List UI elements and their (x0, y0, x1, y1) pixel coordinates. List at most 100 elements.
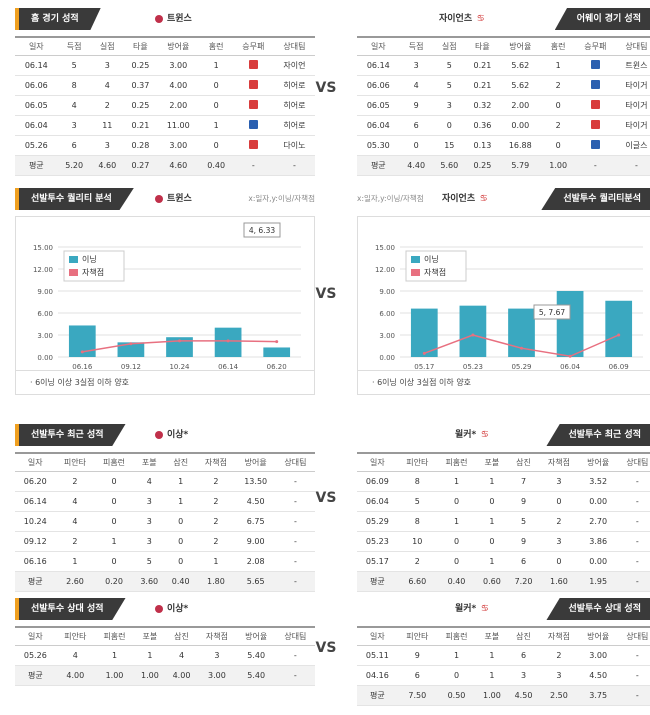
column-header: 상대팀 (615, 36, 650, 56)
table-cell: 0 (94, 491, 134, 512)
y-tick-label: 12.00 (375, 266, 395, 274)
point-earned-runs (226, 339, 230, 343)
table-row: 06.04 5 0 0 9 0 0.00- (357, 491, 650, 512)
quality-note-right: · 6이닝 이상 3실점 이하 양호 (357, 371, 650, 395)
table-cell: 3 (432, 95, 466, 116)
table-cell: 4 (165, 645, 198, 666)
table-cell: 평균 (15, 155, 58, 176)
average-row: 평균 6.60 0.40 0.60 7.20 1.60 1.95- (357, 571, 650, 592)
x-tick-label: 05.23 (463, 363, 483, 370)
table-cell: 0 (436, 531, 477, 552)
table-cell: 3.00 (197, 665, 237, 686)
table-cell: 1 (436, 471, 477, 492)
x-tick-label: 06.09 (609, 363, 629, 370)
table-cell: 1 (55, 551, 95, 572)
quality-note-left: · 6이닝 이상 3실점 이하 양호 (15, 371, 315, 395)
table-cell (574, 55, 616, 76)
x-tick-label: 06.20 (267, 363, 287, 370)
table-cell: 2.00 (156, 95, 200, 116)
table-cell: 9 (507, 491, 540, 512)
table-cell: 1.00 (476, 685, 508, 706)
table-cell: 평균 (15, 571, 56, 592)
y-tick-label: 12.00 (33, 266, 53, 274)
average-row: 평균 4.00 1.00 1.00 4.00 3.00 5.40- (15, 665, 315, 686)
away-record-table: 일자 득점 실점 타율 방어율 홈런 승무패 상대팀 06.14 3 5 0.21 5.62 1 트윈스 06… (357, 36, 650, 176)
column-header: 방어율 (236, 626, 276, 646)
column-header: 타율 (465, 36, 499, 56)
y-tick-label: 9.00 (379, 288, 395, 296)
point-earned-runs (80, 350, 84, 354)
table-cell: 1 (199, 55, 233, 76)
column-header: 피안타 (397, 452, 437, 472)
table-cell: 06.09 (357, 471, 398, 492)
table-cell: 1 (476, 551, 508, 572)
legend-label-innings: 이닝 (424, 254, 439, 264)
table-cell: 1.00 (94, 665, 135, 686)
table-cell: - (617, 471, 650, 492)
table-cell: - (275, 571, 315, 592)
table-cell: 05.30 (357, 135, 400, 156)
quality-team-right: 자이언츠 (442, 194, 476, 204)
table-row: 05.26 4 1 1 4 3 5.40- (15, 645, 315, 666)
table-cell: 06.05 (357, 95, 400, 116)
table-cell: 7.20 (507, 571, 540, 592)
point-earned-runs (471, 333, 475, 337)
table-cell: 1 (94, 531, 134, 552)
table-cell: 1 (436, 511, 477, 532)
loss-badge-icon (248, 79, 258, 89)
table-cell: 5.62 (498, 75, 542, 96)
x-tick-label: 06.16 (72, 363, 93, 370)
table-cell: - (275, 511, 315, 532)
team-logo-icon: ♋ (480, 429, 489, 440)
table-cell (232, 75, 274, 96)
table-cell: 8 (397, 471, 437, 492)
quality-title-right: 선발투수 퀄리티분석 (541, 188, 650, 210)
table-cell: 0.21 (465, 75, 499, 96)
table-cell: 평균 (15, 665, 56, 686)
column-header: 포볼 (476, 626, 508, 646)
recent-panel-right: 윌커* ♋ 선발투수 최근 성적 일자 피안타 피홈런 포볼 삼진 자책점 방어율 상대팀 06.… (357, 424, 650, 592)
table-cell: 2 (541, 75, 575, 96)
column-header: 포볼 (476, 452, 508, 472)
legend-label-innings: 이닝 (82, 254, 97, 264)
table-cell: 0.00 (498, 115, 542, 136)
table-cell: 0 (94, 511, 134, 532)
table-cell: 06.20 (15, 471, 56, 492)
table-cell: 4 (57, 95, 91, 116)
y-tick-label: 0.00 (37, 354, 53, 362)
table-cell: 3 (90, 135, 124, 156)
table-cell: 0.13 (465, 135, 499, 156)
table-cell: 06.04 (357, 491, 398, 512)
table-cell: 0 (476, 531, 508, 552)
table-cell: 5.60 (432, 155, 466, 176)
column-header: 상대팀 (275, 452, 315, 472)
table-cell: 0.50 (436, 685, 477, 706)
y-tick-label: 9.00 (37, 288, 53, 296)
home-team-name: 트윈스 (167, 14, 192, 24)
table-cell: - (615, 155, 650, 176)
table-row: 06.14 4 0 3 1 2 4.50- (15, 491, 315, 512)
table-cell: 4 (55, 645, 95, 666)
loss-badge-icon (590, 99, 600, 109)
table-cell: 3 (539, 531, 579, 552)
column-header: 홈런 (199, 36, 233, 56)
table-cell: 0.00 (578, 491, 618, 512)
table-cell: 4.60 (90, 155, 124, 176)
table-cell: 0.28 (123, 135, 157, 156)
table-cell: 8 (397, 511, 437, 532)
table-cell: 05.23 (357, 531, 398, 552)
table-cell: 09.12 (15, 531, 56, 552)
table-cell (574, 115, 616, 136)
versus-table-left: 일자 피안타 피홈런 포볼 삼진 자책점 방어율 상대팀 05.26 4 1 1 4 3 5.40- 평균 4.… (15, 626, 315, 686)
table-cell: 05.17 (357, 551, 398, 572)
table-cell: 3.00 (156, 135, 200, 156)
table-cell: 3 (133, 511, 165, 532)
table-cell: 10 (397, 531, 437, 552)
table-cell: 히어로 (273, 95, 315, 116)
table-cell: 0.25 (123, 95, 157, 116)
table-cell: 2.70 (578, 511, 618, 532)
table-cell: 10.24 (15, 511, 56, 532)
table-cell: 2 (196, 471, 236, 492)
table-cell: 7 (507, 471, 540, 492)
y-tick-label: 15.00 (33, 244, 53, 252)
